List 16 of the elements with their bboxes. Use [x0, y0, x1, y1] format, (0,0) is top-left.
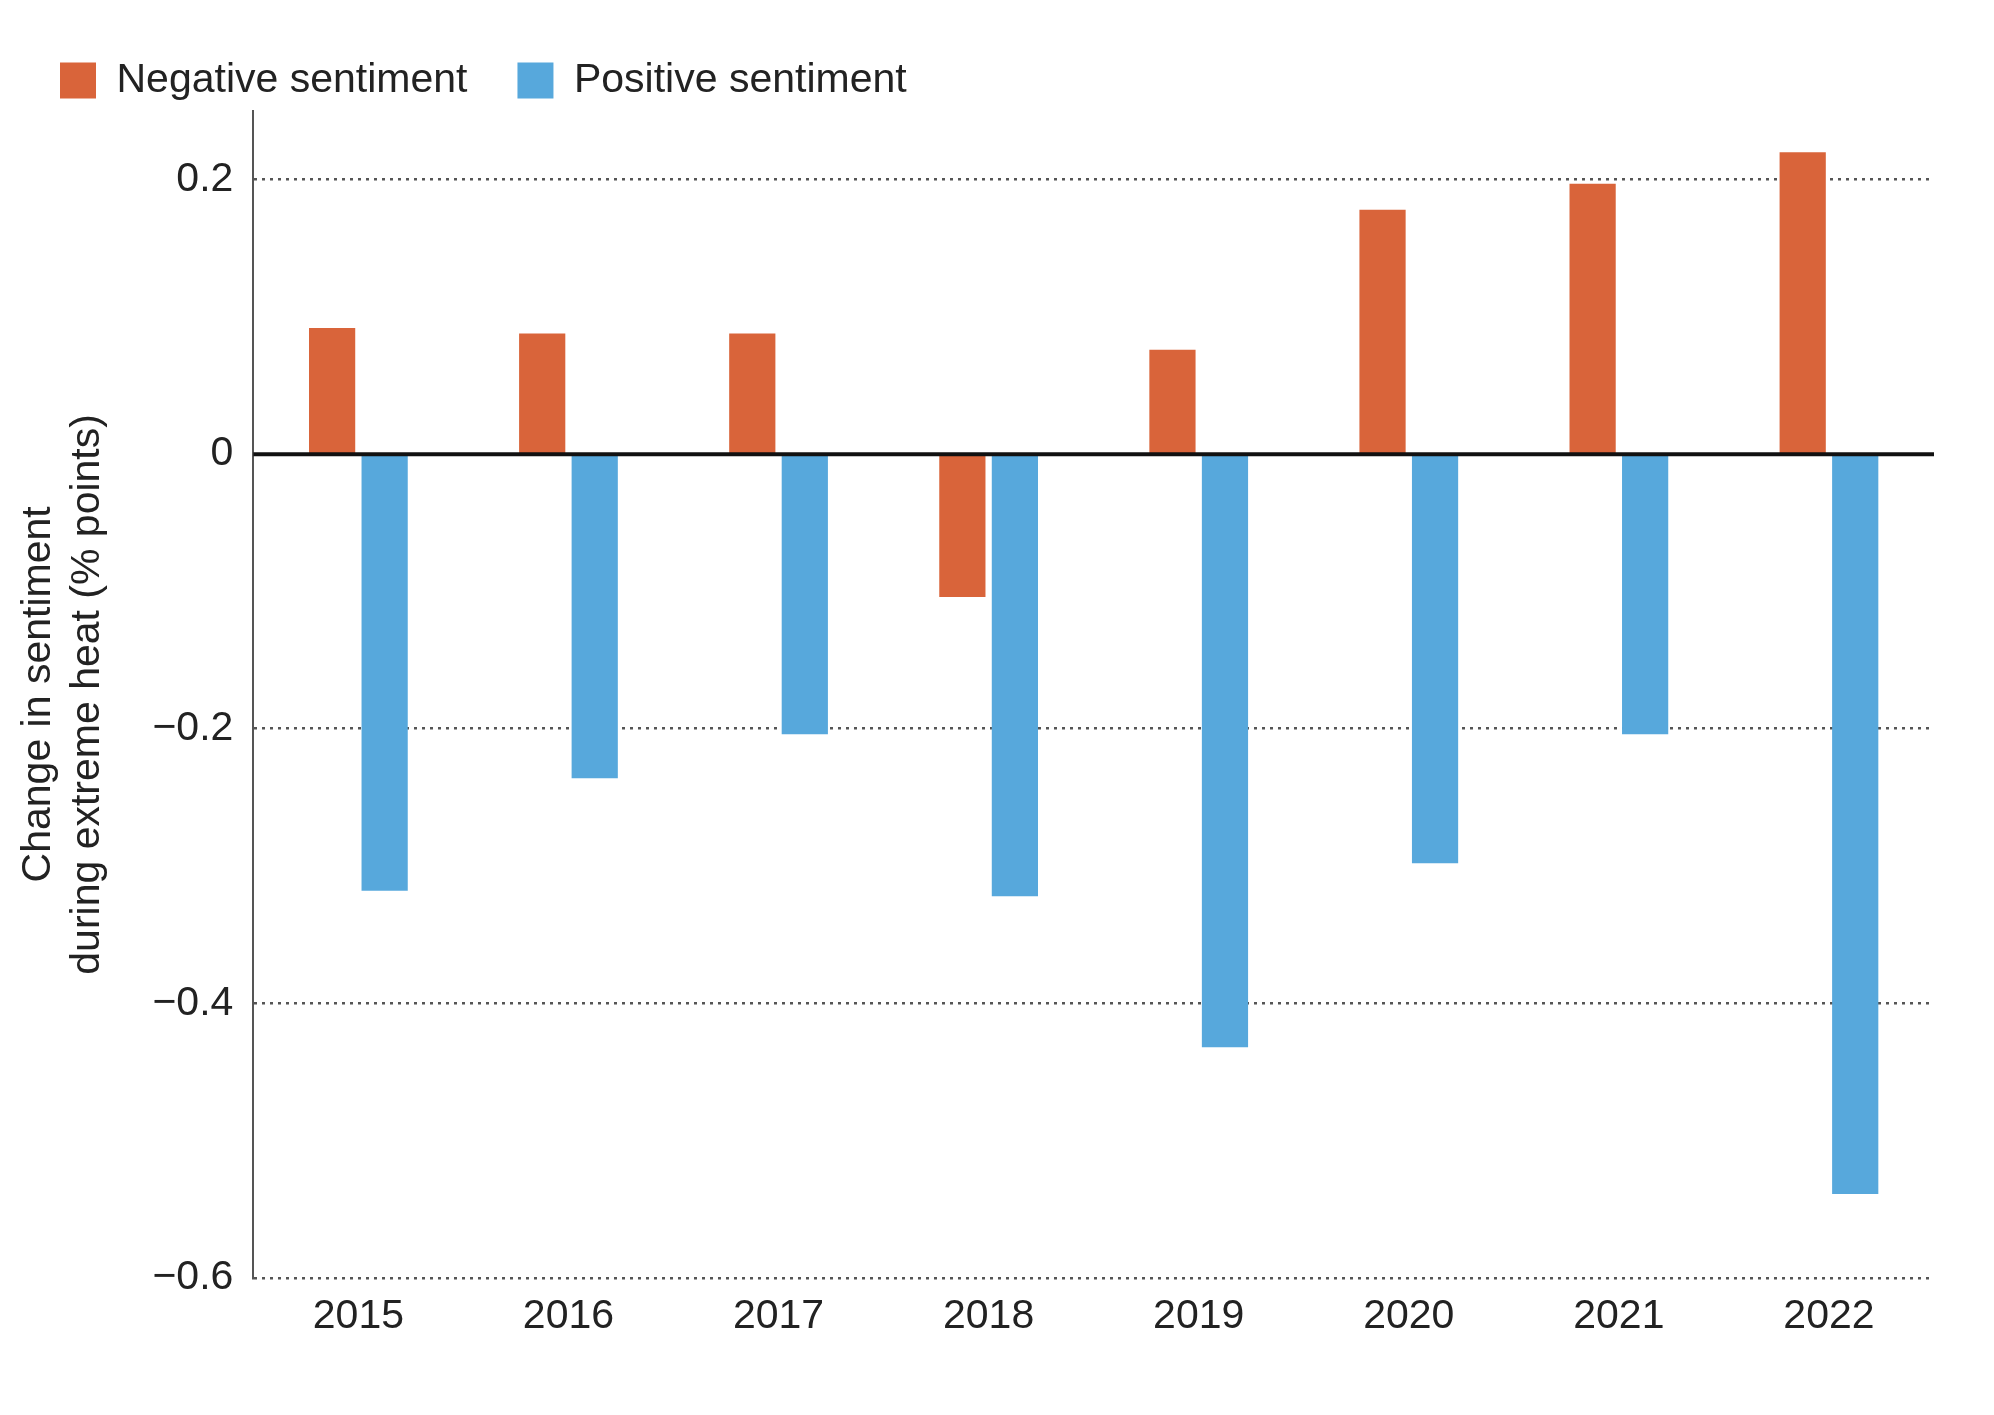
y-axis-title: Change in sentiment during extreme heat (% points): [12, 414, 109, 975]
x-tick-label: 2021: [1573, 1290, 1665, 1337]
x-tick-label: 2022: [1783, 1290, 1875, 1337]
y-tick-label: 0.2: [176, 153, 234, 200]
y-tick-label: −0.2: [152, 703, 234, 750]
y-tick-label: −0.4: [152, 977, 234, 1024]
x-tick-label: 2020: [1363, 1290, 1455, 1337]
legend-label: Negative sentiment: [116, 54, 469, 101]
x-tick-label: 2015: [312, 1290, 404, 1337]
x-tick-label: 2018: [943, 1290, 1035, 1337]
x-tick-label: 2017: [732, 1290, 825, 1337]
x-tick-label: 2019: [1153, 1290, 1245, 1337]
x-tick-label: 2016: [522, 1290, 615, 1337]
legend-label: Positive sentiment: [573, 54, 908, 101]
y-tick-label: −0.6: [152, 1252, 234, 1299]
y-tick-label: 0: [210, 428, 234, 475]
